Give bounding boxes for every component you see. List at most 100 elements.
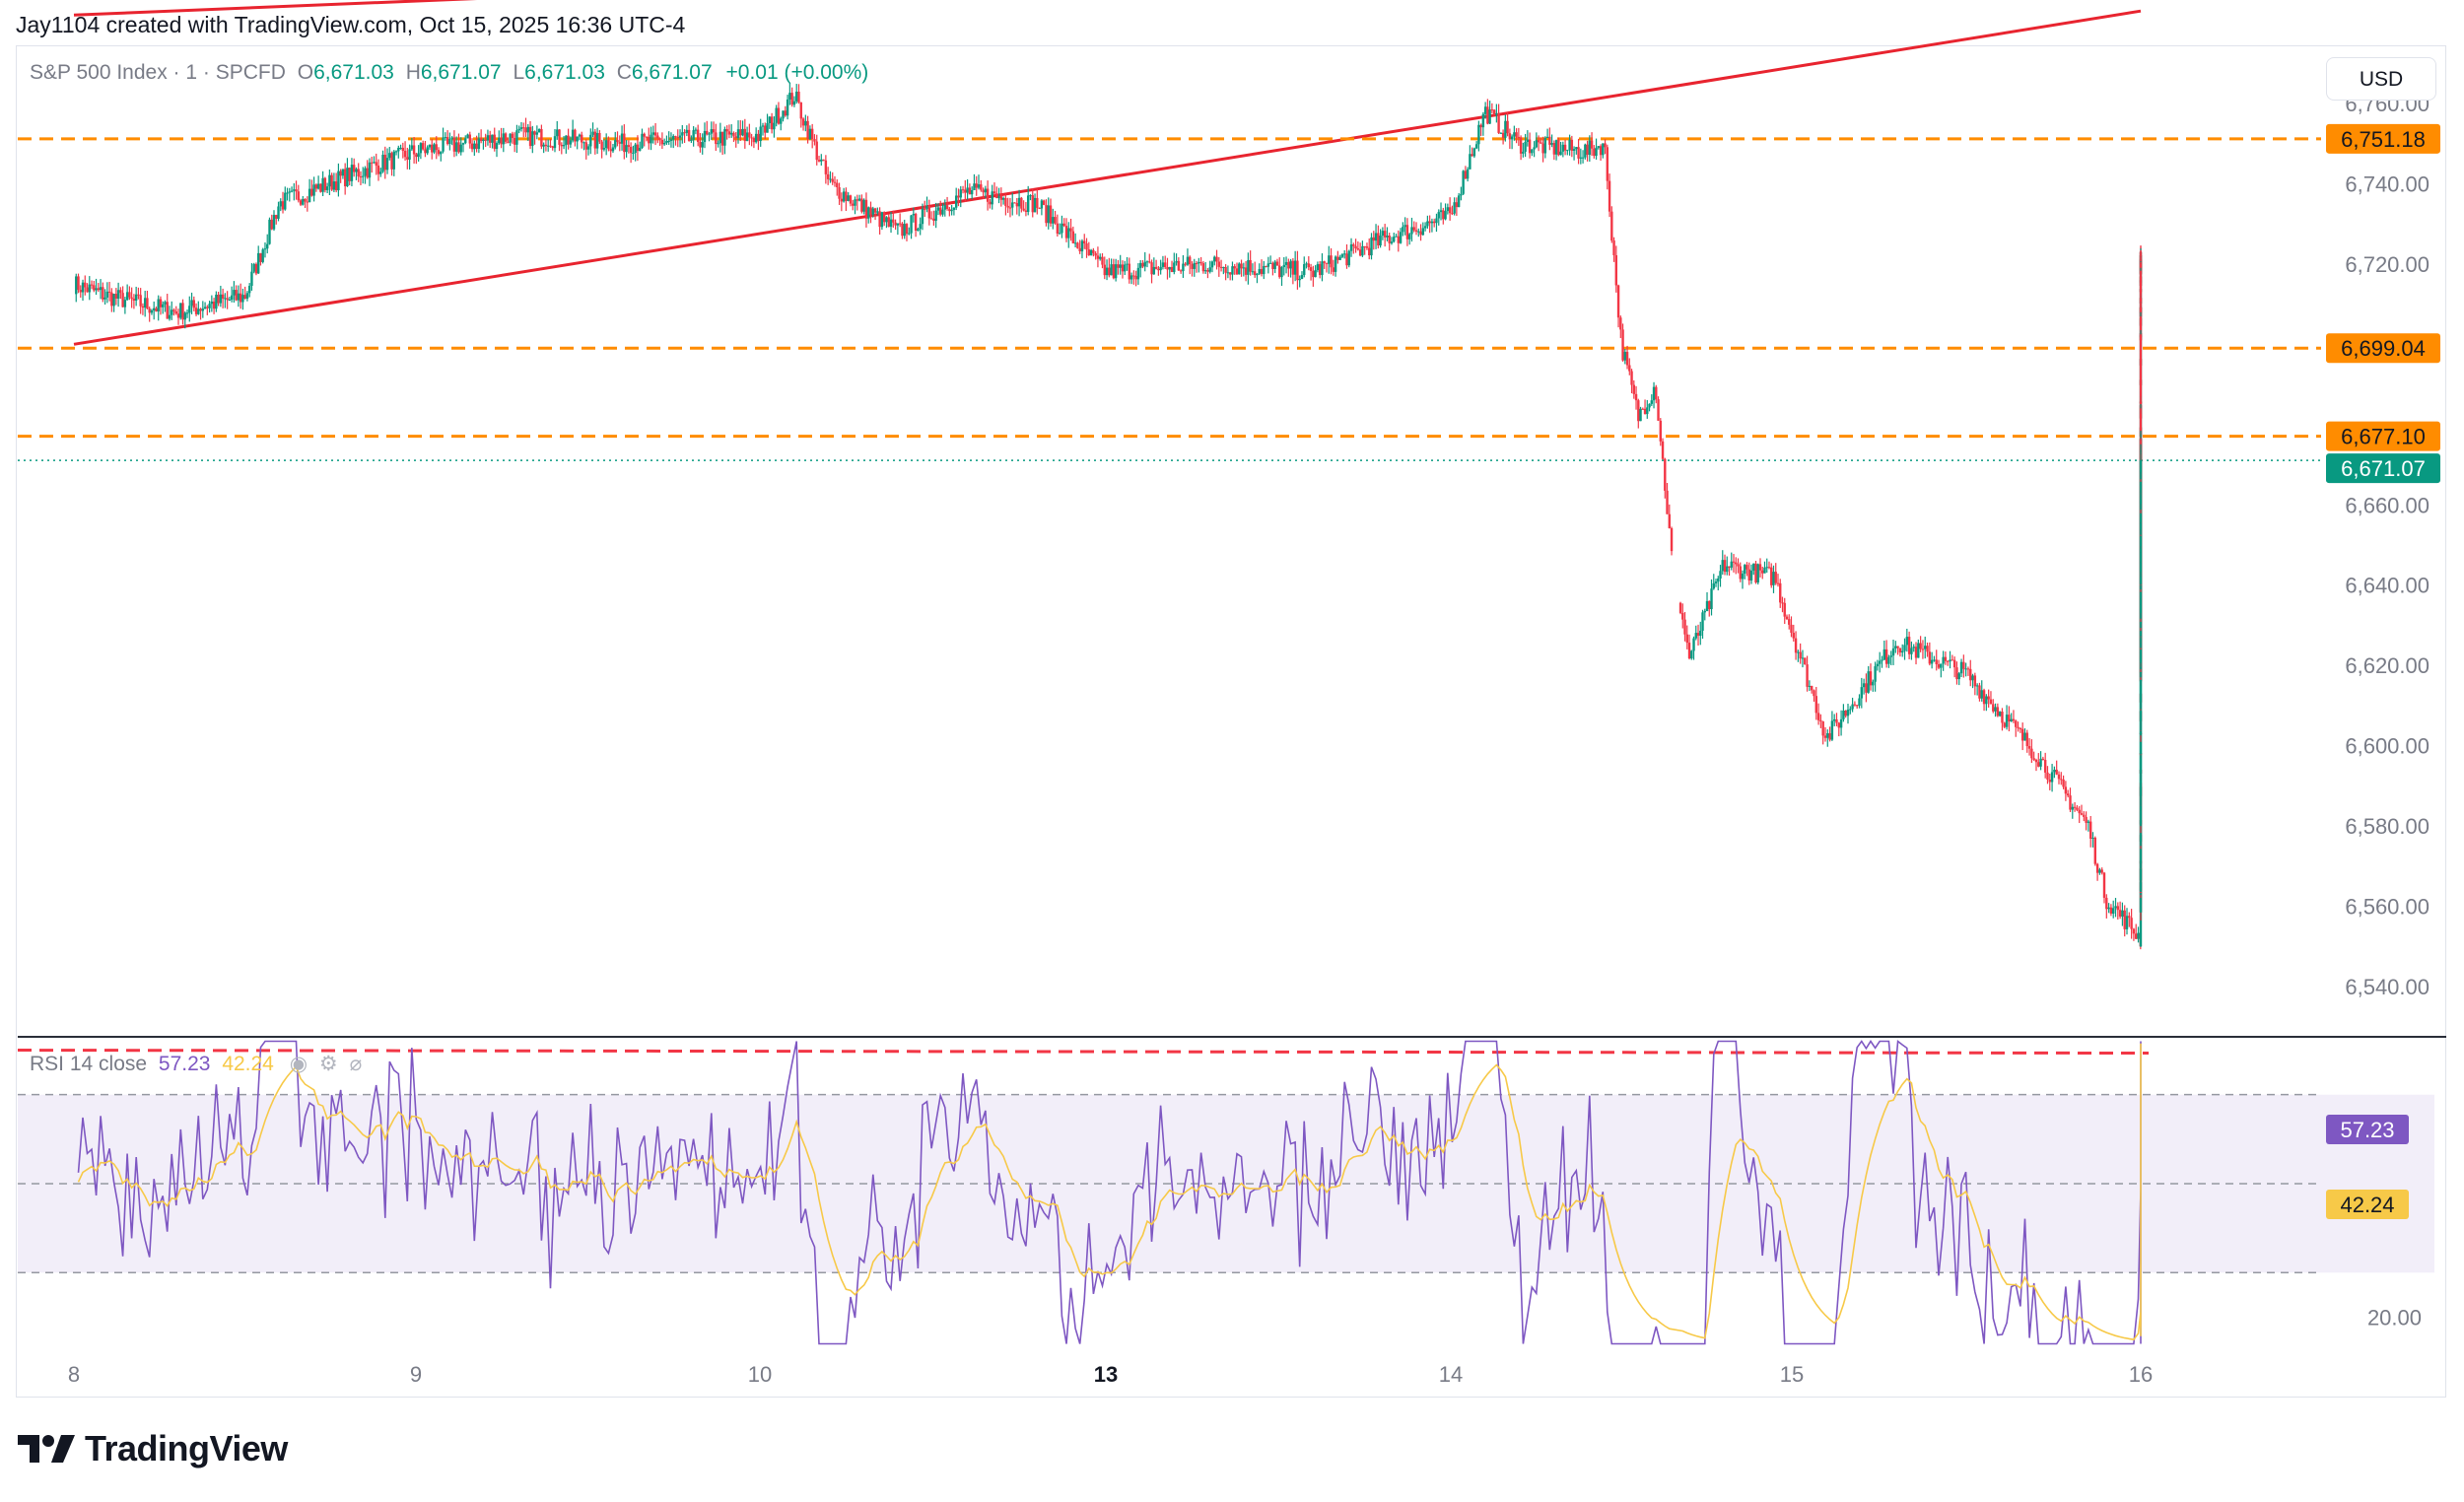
candle [1687, 634, 1691, 660]
candle [332, 172, 336, 193]
candle [1919, 636, 1922, 652]
candle [1199, 256, 1202, 266]
candle-body [1666, 490, 1669, 514]
candle-body [980, 184, 983, 190]
candle [1112, 258, 1116, 280]
candle [1732, 554, 1736, 573]
candle-body [1808, 685, 1812, 687]
candle [495, 141, 499, 158]
candle [1914, 642, 1918, 665]
candle-body [1891, 648, 1895, 656]
candle-body [1177, 260, 1181, 271]
candle [281, 191, 285, 214]
candle [1298, 275, 1301, 288]
candle-body [533, 131, 536, 135]
candle [925, 196, 928, 213]
candle [743, 118, 747, 149]
candle-body [553, 136, 557, 149]
candle-body [2125, 916, 2129, 929]
candle-body [2139, 860, 2143, 881]
candle [355, 167, 358, 180]
candle-body [1069, 228, 1072, 232]
rsi-ma-line[interactable] [77, 1043, 2142, 1341]
candle [775, 104, 778, 127]
rsi-overbought-line[interactable] [17, 1049, 2150, 1056]
candle-body [357, 169, 360, 177]
candle [1860, 677, 1863, 709]
candle-body [2130, 918, 2133, 929]
candle-body [1928, 651, 1932, 664]
candle-body [2095, 863, 2099, 873]
candle [708, 132, 711, 142]
candle-body [464, 138, 467, 144]
trendline[interactable] [73, 9, 2142, 346]
candle [261, 247, 264, 264]
candle [288, 187, 291, 202]
candle-body [719, 131, 722, 144]
candle-body [1325, 262, 1329, 264]
candle [1501, 129, 1505, 145]
candle [1526, 130, 1530, 147]
candle-body [741, 128, 744, 136]
candle-body [1933, 659, 1936, 661]
candle-body [780, 118, 783, 124]
candle [620, 125, 624, 151]
trendline[interactable] [73, 0, 760, 17]
candle-body [1683, 619, 1686, 635]
candle [1683, 611, 1686, 642]
candle-body [1006, 205, 1009, 208]
candle [79, 285, 82, 299]
candle [1586, 140, 1589, 162]
candle-body [699, 142, 702, 148]
candle-body [950, 210, 953, 212]
candle [188, 296, 191, 322]
candle-body [662, 143, 666, 145]
candle [1804, 657, 1807, 665]
candle [316, 175, 320, 190]
candle [1632, 379, 1636, 399]
candle [247, 283, 251, 298]
candle [1303, 256, 1306, 278]
candle [1453, 197, 1456, 216]
candle [1328, 245, 1331, 274]
candle-body [406, 157, 409, 160]
candle-body [99, 287, 103, 291]
candle [1233, 263, 1236, 275]
candle-body [507, 141, 510, 143]
candle [2053, 766, 2056, 779]
candle [112, 293, 115, 312]
candle-body [1466, 169, 1470, 179]
candle [103, 289, 106, 306]
candle [1593, 145, 1596, 159]
candle [914, 212, 918, 238]
candle-body [1646, 407, 1649, 415]
candle [1957, 671, 1960, 686]
candle-body [1855, 705, 1859, 707]
candle-body [2139, 741, 2143, 755]
candle [701, 133, 704, 155]
candle [1572, 146, 1576, 161]
candle-body [542, 144, 545, 147]
candle-body [1235, 268, 1239, 275]
candle [1345, 243, 1348, 269]
candle [1379, 229, 1382, 248]
candle-body [634, 144, 637, 154]
candle [889, 211, 893, 234]
candle-body [734, 136, 737, 139]
candle-body [1998, 712, 2002, 717]
candle-body [598, 132, 601, 142]
candle [1184, 261, 1187, 267]
candle-body [643, 133, 646, 137]
candle [1710, 579, 1713, 616]
candle [81, 279, 85, 302]
candle-body [1483, 106, 1487, 114]
candle [263, 241, 267, 258]
candle [703, 122, 707, 149]
candle [2105, 894, 2108, 919]
candle-body [1161, 262, 1165, 267]
candle [1365, 242, 1369, 250]
candle-body [1184, 263, 1187, 265]
candle [586, 144, 590, 156]
candle [2041, 756, 2045, 761]
